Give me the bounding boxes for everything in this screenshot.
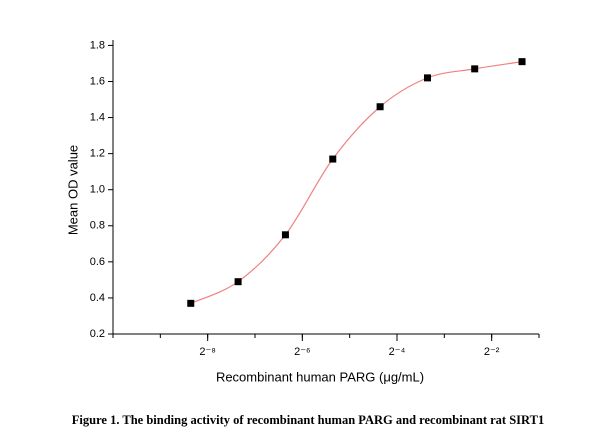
y-tick-label: 1.0 [90,184,105,196]
y-tick-label: 0.6 [90,256,105,268]
x-axis-label: Recombinant human PARG (μg/mL) [216,369,424,384]
y-tick-label: 1.2 [90,148,105,160]
data-point [329,155,337,163]
y-tick-label: 0.2 [90,328,105,340]
x-tick-label: 2⁻⁶ [294,346,310,358]
x-tick-label: 2⁻² [484,346,500,358]
y-tick-label: 1.4 [90,111,105,123]
y-tick-label: 0.8 [90,220,105,232]
x-tick-label: 2⁻⁸ [199,346,216,358]
x-tick-label: 2⁻⁴ [389,346,406,358]
data-point [518,58,526,66]
data-point [376,103,384,111]
data-point [187,299,195,307]
data-point [424,74,432,82]
data-point [234,278,242,286]
y-tick-label: 1.8 [90,39,105,51]
y-axis-label: Mean OD value [65,145,80,235]
y-tick-label: 1.6 [90,75,105,87]
caption: Figure 1. The binding activity of recomb… [72,413,544,427]
data-point [471,65,479,73]
fit-curve [190,61,523,304]
data-point [281,231,289,239]
y-tick-label: 0.4 [90,292,105,304]
